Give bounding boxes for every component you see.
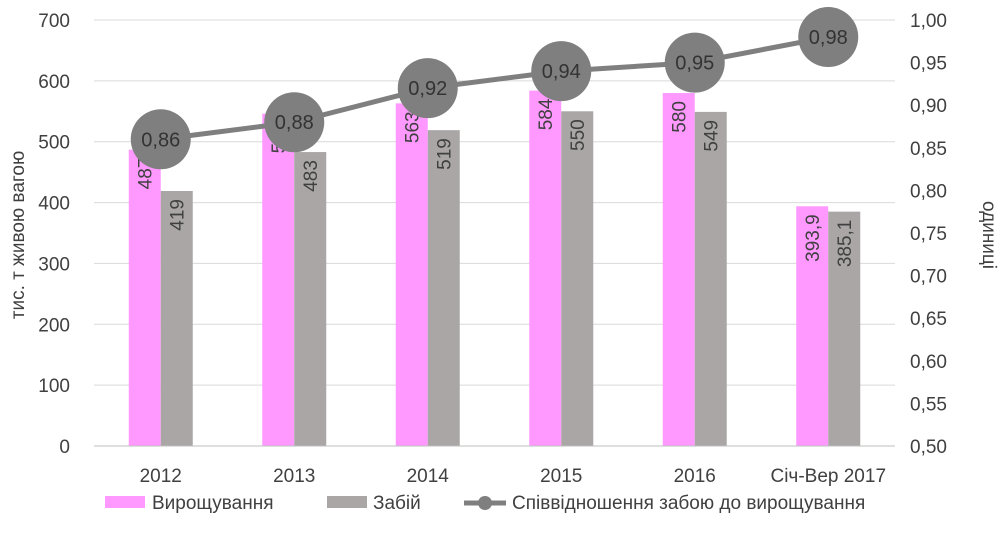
ratio-point <box>531 41 592 102</box>
bar-vyroshchuvannia <box>662 93 695 447</box>
bar-data-label: 419 <box>168 199 189 231</box>
bar-vyroshchuvannia <box>395 103 428 447</box>
bar-vyroshchuvannia <box>529 90 562 446</box>
y2-tick-label: 0,60 <box>910 352 947 373</box>
y2-tick-label: 1,00 <box>910 11 947 32</box>
legend-label: Співвідношення забою до вирощування <box>512 493 865 514</box>
bar-zabii <box>427 130 460 446</box>
ratio-point <box>130 109 191 170</box>
axes: 0 100 200 300 400 500 600 700 0,50 0,55 0,60 0,65 0,… <box>38 11 947 487</box>
y2-tick-label: 0,80 <box>910 181 947 202</box>
bar-vyroshchuvannia <box>262 113 295 446</box>
y-tick-label: 0 <box>59 437 70 458</box>
legend-marker <box>478 496 492 510</box>
y2-tick-label: 0,90 <box>910 96 947 117</box>
gridlines <box>94 19 895 447</box>
ratio-data-label: 0,94 <box>542 61 581 83</box>
ratio-point <box>397 58 458 119</box>
y2-tick-label: 0,55 <box>910 394 947 415</box>
y-tick-label: 100 <box>38 376 70 397</box>
ratio-data-label: 0,98 <box>809 27 848 49</box>
y-axis-title: тис. т живою вагою <box>8 151 29 319</box>
bar-data-label: 563 <box>403 111 424 143</box>
ratio-data-label: 0,95 <box>675 53 714 75</box>
y2-tick-label: 0,95 <box>910 54 947 75</box>
y-tick-label: 400 <box>38 194 70 215</box>
bar-zabii <box>828 211 861 446</box>
y-tick-label: 200 <box>38 315 70 336</box>
ratio-line: 0,86 0,88 0,92 0,94 0,95 0,98 <box>130 7 859 170</box>
legend-swatch-vyroshchuvannia <box>105 496 145 508</box>
legend-swatch-zabii <box>327 496 367 508</box>
y2-tick-label: 0,65 <box>910 309 947 330</box>
y-tick-label: 500 <box>38 133 70 154</box>
ratio-point <box>264 92 325 153</box>
y-tick-label: 700 <box>38 11 70 32</box>
bar-data-label: 483 <box>301 160 322 192</box>
x-tick-label: 2013 <box>273 466 315 487</box>
y2-axis-title: одиниці <box>978 201 999 269</box>
legend-label: Забій <box>373 493 421 514</box>
bar-zabii <box>294 152 327 446</box>
y2-tick-label: 0,70 <box>910 267 947 288</box>
y2-tick-label: 0,75 <box>910 224 947 245</box>
y2-tick-label: 0,85 <box>910 139 947 160</box>
ratio-data-label: 0,88 <box>275 112 314 134</box>
ratio-line-path <box>160 34 829 142</box>
bar-zabii <box>160 191 193 446</box>
ratio-point <box>798 7 859 68</box>
ratio-data-label: 0,92 <box>408 78 447 100</box>
bar-data-label: 550 <box>568 119 589 151</box>
bar-zabii <box>694 111 727 446</box>
bar-data-label: 519 <box>435 138 456 170</box>
ratio-data-label: 0,86 <box>141 129 180 151</box>
y-tick-label: 300 <box>38 254 70 275</box>
bar-vyroshchuvannia <box>128 149 161 446</box>
x-tick-label: 2016 <box>674 466 716 487</box>
y2-tick-label: 0,50 <box>910 437 947 458</box>
bar-vyroshchuvannia <box>796 206 829 446</box>
legend: Вирощування Забій Співвідношення забою до … <box>105 493 865 514</box>
bar-zabii <box>561 111 594 447</box>
x-tick-label: 2015 <box>540 466 582 487</box>
bar-data-label: 385,1 <box>835 220 856 268</box>
bar-data-label: 584 <box>536 98 557 130</box>
ratio-point <box>664 32 725 93</box>
bar-data-label: 393,9 <box>803 214 824 262</box>
bar-data-label: 580 <box>670 101 691 133</box>
legend-label: Вирощування <box>152 493 274 514</box>
x-tick-label: 2014 <box>407 466 450 487</box>
x-tick-label: 2012 <box>140 466 182 487</box>
y-tick-label: 600 <box>38 72 70 93</box>
x-tick-label: Січ-Вер 2017 <box>770 466 886 487</box>
bar-data-label: 549 <box>702 120 723 152</box>
